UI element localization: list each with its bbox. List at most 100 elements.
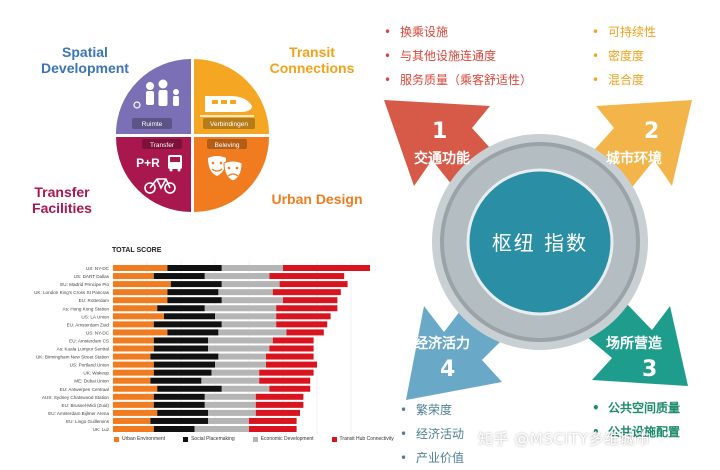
chart-category-labels: US: NY-DC US: DART Dallas EU: Madrid Princ… [34, 266, 110, 432]
legend-entry: Social Placemaking [183, 436, 235, 442]
theater-masks-icon [208, 156, 243, 182]
bar-segment [255, 409, 300, 416]
bar-segment [194, 426, 249, 432]
legend-label: Urban Environment [122, 436, 166, 442]
bar-segment [113, 361, 154, 368]
bar-segment [269, 385, 311, 392]
bar-segment [170, 281, 222, 288]
quadrant-pie [116, 59, 269, 212]
hub-index-diagram: 枢纽 指数 1 交通功能 2 城市环境 经济活力 4 场所营造 3 [384, 100, 692, 400]
urban-design-label: Urban Design [271, 191, 363, 207]
bar-segment [221, 281, 280, 288]
list-item: 服务质量（乘客舒适性） [384, 68, 532, 92]
category-label: EU: Lingo Guillemins [66, 419, 110, 424]
environment-list: 可持续性 密度度 混合度 [592, 20, 656, 92]
arrow-1-label: 交通功能 [414, 150, 470, 167]
bar-segment [164, 313, 215, 320]
arrow-4-number: 4 [440, 357, 455, 382]
economy-list: 繁荣度 经济活动 产业价值 [400, 398, 464, 470]
transit-connections-label: Transit Connections [269, 44, 355, 76]
bar-segment [204, 401, 256, 408]
list-item: 与其他设施连通度 [384, 44, 532, 68]
bar-segment [153, 273, 205, 280]
bar-segment [113, 321, 154, 328]
category-label: UK: Luz [93, 427, 110, 432]
bar-segment [113, 377, 151, 384]
bar-segment [113, 337, 154, 344]
bar-segment [113, 289, 168, 296]
bar-segment [113, 385, 158, 392]
legend-entry: Urban Environment [114, 436, 165, 442]
bar-segment [153, 345, 209, 352]
bar-segment [167, 265, 222, 271]
bar-segment [204, 305, 277, 312]
bar-segment [153, 369, 212, 376]
bar-segment [276, 313, 331, 320]
watermark-text: 知乎 @MSCITY多维城市 [478, 430, 651, 448]
bar-segment [153, 361, 215, 368]
bar-segment [215, 313, 277, 320]
bar-segment [221, 297, 283, 304]
bar-segment [215, 361, 266, 368]
bar-segment [269, 273, 345, 280]
category-label: UK: Wakeup [83, 371, 109, 376]
bar-segment [113, 273, 154, 280]
category-label: EU: Antwerpen Centraal [60, 387, 109, 392]
arrow-3-number: 3 [642, 357, 657, 382]
bar-segment [113, 281, 171, 288]
pr-label: P+R [136, 156, 160, 170]
bar-segment [266, 361, 317, 368]
category-label: US: DART Dallas [74, 274, 110, 279]
arrow-2-number: 2 [644, 119, 659, 144]
train-icon [200, 96, 254, 117]
bar-segment [157, 385, 222, 392]
bar-segment [266, 353, 314, 360]
bar-segment [150, 353, 219, 360]
bar-segment [272, 289, 341, 296]
verbindingen-caption: Verbindingen [210, 121, 248, 128]
list-item: 换乘设施 [384, 20, 532, 44]
category-label: US: Portland Union [70, 363, 110, 368]
total-score-chart: TOTAL SCORE US: NY-DC US: DART Dallas EU: … [34, 247, 370, 435]
legend-label: Transit Hub Connectivity [339, 436, 394, 442]
bar-segment [255, 393, 304, 400]
chart-legend: Urban Environment Social Placemaking Econo… [114, 436, 394, 442]
bar-segment [218, 289, 273, 296]
bar-segment [113, 401, 154, 408]
category-label: As: Hong Kong Station [63, 306, 110, 311]
legend-label: Social Placemaking [191, 436, 235, 442]
legend-swatch [331, 436, 337, 442]
chart-title: TOTAL SCORE [112, 247, 162, 254]
category-label: US: NY-DC [86, 266, 110, 271]
bar-segment [150, 417, 209, 424]
bar-segment [204, 273, 270, 280]
list-item: 密度度 [592, 44, 656, 68]
bus-icon [168, 155, 182, 172]
bar-segment [150, 377, 202, 384]
bar-segment [249, 426, 297, 432]
bicycle-icon [144, 178, 176, 194]
bar-segment [218, 353, 266, 360]
list-item: 混合度 [592, 68, 656, 92]
ruimte-caption: Ruimte [142, 121, 163, 128]
legend-label: Economic Development [260, 436, 314, 442]
transfer-caption: Transfer [150, 142, 175, 149]
category-label: ME: Dubai Union [74, 379, 109, 384]
transfer-caption-box [142, 139, 182, 149]
bar-segment [113, 345, 154, 352]
list-item: 经济活动 [400, 422, 464, 446]
bar-segment [218, 329, 287, 336]
bar-segment [208, 337, 273, 344]
bar-segment [208, 417, 249, 424]
verbindingen-caption-box [203, 118, 255, 129]
bar-segment [113, 417, 151, 424]
category-label: EU: Amsterdam Zuid [67, 322, 110, 327]
bar-segment [208, 345, 270, 352]
category-label: US: NY-DC [86, 330, 110, 335]
list-item: 公共空间质量 [592, 396, 680, 420]
people-icon [133, 79, 179, 109]
beleving-caption: Beleving [215, 142, 240, 149]
bar-segment [276, 321, 328, 328]
hub-center-label: 枢纽 指数 [492, 231, 588, 255]
bar-segment [113, 409, 158, 416]
